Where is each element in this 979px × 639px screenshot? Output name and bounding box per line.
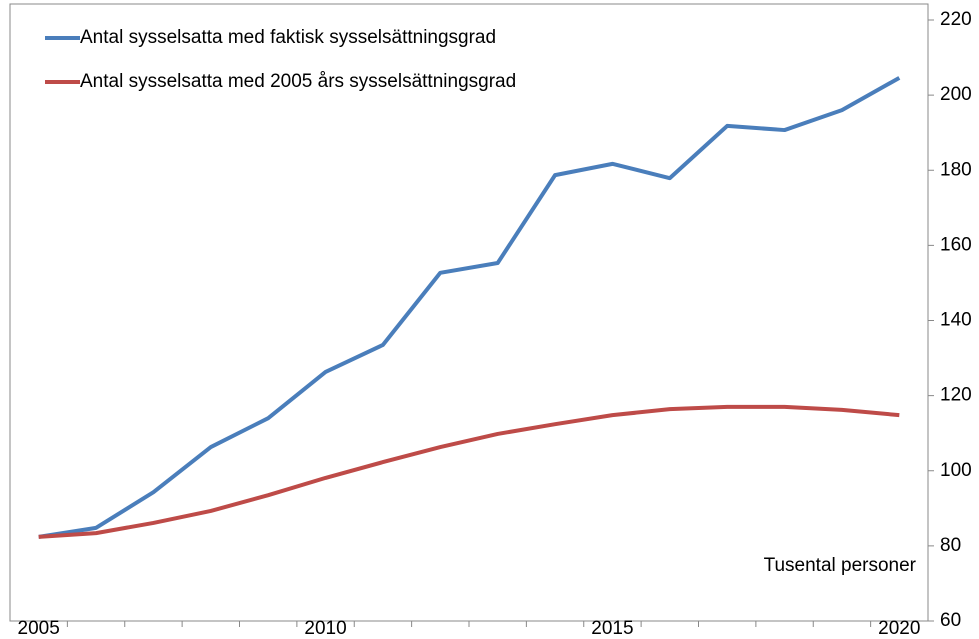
y-tick-label: 80 bbox=[940, 535, 961, 556]
legend-label: Antal sysselsatta med 2005 års sysselsät… bbox=[80, 71, 516, 92]
y-tick-label: 200 bbox=[940, 84, 972, 105]
x-tick-label: 2005 bbox=[18, 618, 60, 639]
annotation: Tusental personer bbox=[764, 555, 917, 576]
plot-frame bbox=[9, 3, 929, 622]
y-tick-label: 100 bbox=[940, 460, 972, 481]
x-tick-label: 2010 bbox=[304, 618, 346, 639]
y-tick-label: 60 bbox=[940, 610, 961, 631]
series-line bbox=[38, 76, 901, 539]
y-tick-label: 220 bbox=[940, 9, 972, 30]
y-tick-label: 160 bbox=[940, 234, 972, 255]
y-tick-label: 140 bbox=[940, 310, 972, 331]
x-tick-label: 2015 bbox=[591, 618, 633, 639]
y-tick-label: 120 bbox=[940, 385, 972, 406]
series-line bbox=[38, 404, 900, 539]
y-tick-label: 180 bbox=[940, 159, 972, 180]
x-tick-label: 2020 bbox=[878, 618, 920, 639]
legend-label: Antal sysselsatta med faktisk sysselsätt… bbox=[80, 27, 496, 48]
